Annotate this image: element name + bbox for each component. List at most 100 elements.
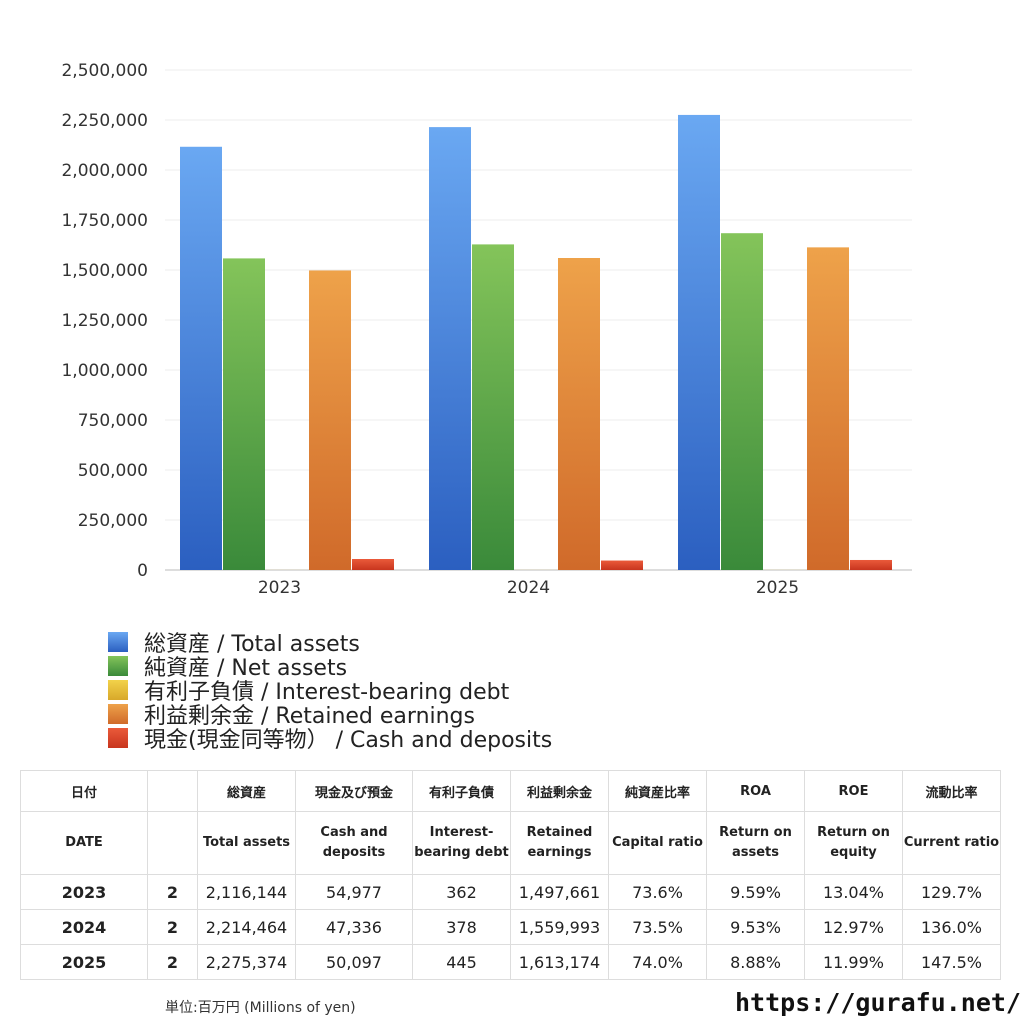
y-tick-label: 2,500,000 [61, 61, 148, 81]
table-cell: 2024 [20, 909, 148, 945]
table-header-en [147, 811, 198, 875]
table-cell: 2,116,144 [197, 874, 296, 910]
y-axis-ticks: 0 250,000 500,000 750,000 1,000,000 1,250,000… [61, 61, 148, 581]
table-header-jp: ROE [804, 770, 903, 812]
table-cell: 50,097 [295, 944, 413, 980]
table-row: DATE Total assets Cash and deposits Interes… [20, 811, 1001, 875]
table-header-jp [147, 770, 198, 812]
bar-2023-series-0 [180, 146, 222, 571]
unit-note: 単位:百万円 (Millions of yen) [165, 1000, 356, 1016]
legend-swatch [108, 728, 128, 748]
table-row: 2023 2 2,116,144 54,977 362 1,497,661 73.6% 9.5… [20, 874, 1001, 910]
y-tick-label: 0 [137, 561, 148, 581]
table-header-jp: 日付 [20, 770, 148, 812]
table-cell: 2,275,374 [197, 944, 296, 980]
x-tick-label: 2023 [258, 578, 301, 598]
table-cell: 136.0% [902, 909, 1001, 945]
bar-2024-series-3 [558, 258, 600, 570]
y-tick-label: 750,000 [78, 411, 148, 431]
legend-label: 純資産 / Net assets [144, 656, 348, 681]
y-tick-label: 500,000 [78, 461, 148, 481]
y-tick-label: 1,750,000 [61, 211, 148, 231]
y-tick-label: 1,250,000 [61, 311, 148, 331]
y-tick-label: 2,000,000 [61, 161, 148, 181]
legend-item: 総資産 / Total assets [108, 630, 552, 657]
table-header-jp: 総資産 [197, 770, 296, 812]
table-cell: 378 [412, 909, 511, 945]
table-header-jp: 流動比率 [902, 770, 1001, 812]
legend-swatch [108, 632, 128, 652]
table-header-en: DATE [20, 811, 148, 875]
table-cell: 445 [412, 944, 511, 980]
x-axis-ticks: 2023 2024 2025 [258, 578, 799, 598]
bar-2023-series-1 [223, 258, 265, 570]
table-header-en: Capital ratio [608, 811, 707, 875]
table-header-en: Return on equity [804, 811, 903, 875]
bar-2024-series-0 [429, 127, 471, 570]
grid-lines [165, 69, 912, 571]
bar-2025-series-1 [721, 233, 763, 570]
legend-swatch [108, 680, 128, 700]
y-tick-label: 1,000,000 [61, 361, 148, 381]
legend: 総資産 / Total assets 純資産 / Net assets 有利子負債 … [108, 630, 552, 753]
bar-2025-series-3 [807, 247, 849, 570]
table-header-en: Current ratio [902, 811, 1001, 875]
table-cell: 2,214,464 [197, 909, 296, 945]
table-cell: 2 [147, 874, 198, 910]
table-cell: 2 [147, 909, 198, 945]
legend-label: 有利子負債 / Interest-bearing debt [144, 680, 510, 705]
table-cell: 1,497,661 [510, 874, 609, 910]
table-header-en: Total assets [197, 811, 296, 875]
table-cell: 362 [412, 874, 511, 910]
table-cell: 12.97% [804, 909, 903, 945]
table-cell: 73.5% [608, 909, 707, 945]
table-row: 日付 総資産 現金及び預金 有利子負債 利益剰余金 純資産比率 ROA ROE 流動比率 [20, 770, 1001, 812]
legend-item: 純資産 / Net assets [108, 654, 552, 681]
x-tick-label: 2024 [507, 578, 550, 598]
table-cell: 9.53% [706, 909, 805, 945]
x-tick-label: 2025 [756, 578, 799, 598]
legend-label: 現金(現金同等物） / Cash and deposits [144, 728, 553, 753]
table-cell: 74.0% [608, 944, 707, 980]
table-row: 2025 2 2,275,374 50,097 445 1,613,174 74.0% 8.8… [20, 944, 1001, 980]
table-cell: 73.6% [608, 874, 707, 910]
table-cell: 2023 [20, 874, 148, 910]
data-table: 日付 総資産 現金及び預金 有利子負債 利益剰余金 純資産比率 ROA ROE 流動比率 DATE… [20, 770, 1001, 980]
bar-2025-series-0 [678, 114, 720, 570]
bar-2025-series-4 [850, 559, 892, 570]
bar-2024-series-4 [601, 560, 643, 570]
table-cell: 147.5% [902, 944, 1001, 980]
legend-swatch [108, 704, 128, 724]
y-tick-label: 250,000 [78, 511, 148, 531]
table-cell: 129.7% [902, 874, 1001, 910]
legend-label: 利益剰余金 / Retained earnings [144, 704, 475, 729]
site-url[interactable]: https://gurafu.net/ [735, 988, 1021, 1017]
table-cell: 8.88% [706, 944, 805, 980]
y-tick-label: 1,500,000 [61, 261, 148, 281]
table-cell: 1,559,993 [510, 909, 609, 945]
legend-item: 利益剰余金 / Retained earnings [108, 702, 552, 729]
table-header-en: Return on assets [706, 811, 805, 875]
table-cell: 11.99% [804, 944, 903, 980]
table-cell: 2025 [20, 944, 148, 980]
bar-2024-series-1 [472, 244, 514, 570]
y-tick-label: 2,250,000 [61, 111, 148, 131]
bar-chart: 0 250,000 500,000 750,000 1,000,000 1,250,000… [61, 61, 912, 598]
legend-item: 有利子負債 / Interest-bearing debt [108, 678, 552, 705]
legend-label: 総資産 / Total assets [144, 632, 360, 657]
bar-2023-series-4 [352, 559, 394, 570]
table-header-jp: 利益剰余金 [510, 770, 609, 812]
table-cell: 1,613,174 [510, 944, 609, 980]
bars [180, 114, 892, 571]
table-cell: 47,336 [295, 909, 413, 945]
table-header-jp: ROA [706, 770, 805, 812]
table-header-en: Retained earnings [510, 811, 609, 875]
table-cell: 2 [147, 944, 198, 980]
bar-2023-series-3 [309, 270, 351, 570]
table-cell: 13.04% [804, 874, 903, 910]
table-header-jp: 有利子負債 [412, 770, 511, 812]
legend-item: 現金(現金同等物） / Cash and deposits [108, 726, 552, 753]
table-header-en: Cash and deposits [295, 811, 413, 875]
table-header-jp: 現金及び預金 [295, 770, 413, 812]
table-cell: 9.59% [706, 874, 805, 910]
